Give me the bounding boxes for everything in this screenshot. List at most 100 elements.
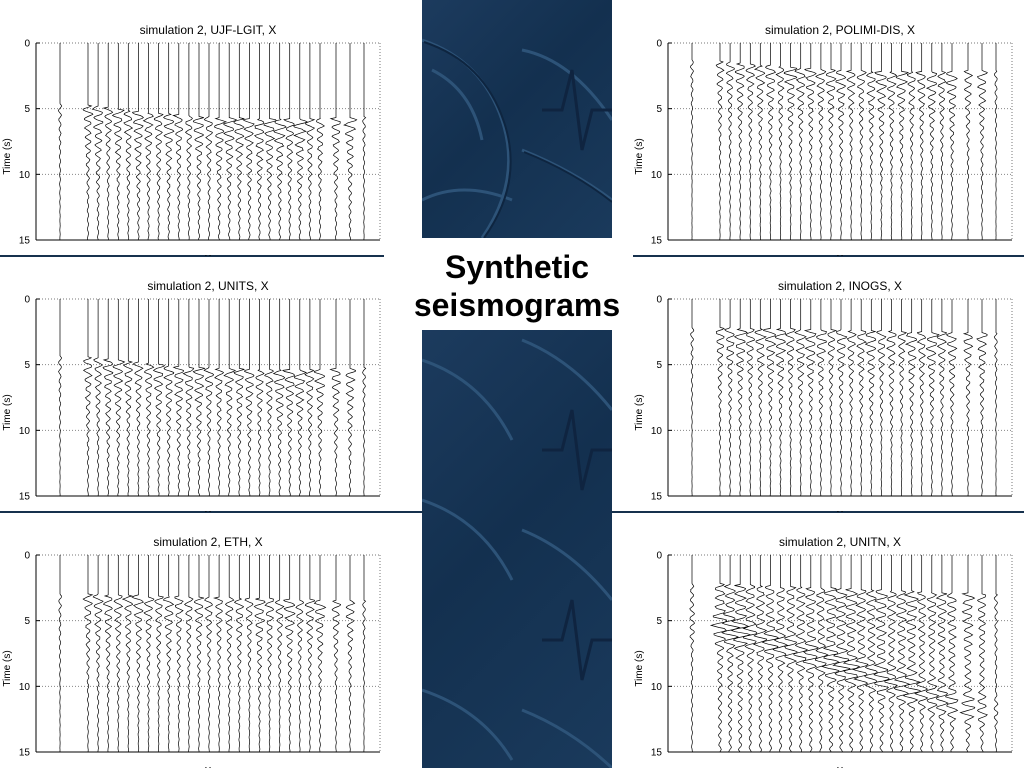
seismogram-chart: simulation 2, UNITS, X 0 5 10 15 Time (s) X	[2, 279, 381, 512]
seismogram-trace	[886, 299, 897, 496]
seismogram-trace	[224, 555, 235, 752]
x-axis-label: X	[837, 766, 844, 768]
y-axis-label: Time (s)	[2, 394, 13, 430]
seismogram-trace	[144, 299, 155, 496]
chart-title: simulation 2, UNITS, X	[147, 279, 268, 293]
seismogram-trace	[976, 299, 988, 496]
seismogram-trace	[873, 555, 890, 752]
y-axis-label: Time (s)	[2, 138, 13, 174]
seismogram-trace	[122, 299, 134, 496]
seismogram-chart: simulation 2, INOGS, X 0 5 10 15 Time (s) X	[634, 279, 1013, 512]
seismogram-trace	[222, 43, 237, 240]
x-axis-label: X	[205, 254, 212, 256]
seismogram-trace	[132, 299, 144, 496]
seismogram-trace	[816, 299, 827, 496]
seismogram-trace	[709, 555, 728, 752]
seismogram-trace	[945, 555, 959, 752]
chart-panel-unitn: simulation 2, UNITN, X 0 5 10 15 Time (s) X	[632, 512, 1024, 768]
seismograph-emblem-icon	[422, 38, 612, 238]
seismogram-trace	[815, 43, 827, 240]
seismogram-trace	[282, 555, 296, 752]
seismogram-trace	[783, 43, 798, 240]
seismogram-trace	[58, 555, 62, 752]
seismogram-trace	[242, 43, 255, 240]
seismogram-trace	[192, 43, 204, 240]
seismogram-trace	[976, 555, 988, 752]
seismogram-trace	[962, 299, 974, 496]
seismogram-chart: simulation 2, ETH, X 0 5 10 15 Time (s) X	[2, 535, 381, 768]
seismogram-trace	[111, 43, 125, 240]
y-axis-label: Time (s)	[634, 394, 645, 430]
seismogram-trace	[842, 555, 861, 752]
seismogram-trace	[345, 299, 356, 496]
seismogram-trace	[914, 555, 929, 752]
y-tick-label: 0	[24, 551, 30, 562]
seismogram-trace	[734, 43, 745, 240]
seismogram-trace	[772, 555, 789, 752]
seismogram-trace	[283, 43, 295, 240]
seismogram-trace	[329, 299, 341, 496]
seismogram-trace	[803, 299, 817, 496]
seismogram-trace	[281, 299, 295, 496]
seismogram-trace	[213, 555, 223, 752]
chart-panel-eth: simulation 2, ETH, X 0 5 10 15 Time (s) X	[0, 512, 400, 768]
seismogram-trace	[783, 555, 798, 752]
seismogram-trace	[935, 555, 949, 752]
seismogram-trace	[993, 555, 999, 752]
seismogram-trace	[876, 299, 887, 496]
x-axis-label: X	[837, 254, 844, 256]
seismogram-trace	[902, 555, 922, 752]
seismogram-trace	[102, 43, 114, 240]
seismogram-trace	[774, 299, 787, 496]
y-tick-label: 0	[24, 39, 30, 50]
seismogram-trace	[103, 555, 113, 752]
seismogram-trace	[255, 299, 265, 496]
seismogram-trace	[82, 555, 94, 752]
seismogram-trace	[182, 299, 195, 496]
decorative-panel-top	[422, 0, 612, 238]
seismogram-trace	[866, 43, 876, 240]
seismogram-trace	[295, 555, 304, 752]
seismogram-trace	[874, 43, 888, 240]
seismogram-trace	[690, 43, 694, 240]
seismogram-trace	[864, 299, 877, 496]
y-tick-label: 5	[656, 104, 662, 115]
seismogram-trace	[274, 555, 285, 752]
seismogram-trace	[143, 555, 155, 752]
seismogram-trace	[784, 299, 796, 496]
seismogram-chart: simulation 2, UJF-LGIT, X 0 5 10 15 Time (s) X	[2, 23, 381, 256]
seismogram-trace	[82, 299, 93, 496]
seismogram-trace	[244, 555, 254, 752]
y-tick-label: 10	[651, 170, 663, 181]
seismogram-trace	[893, 555, 911, 752]
chart-panel-units: simulation 2, UNITS, X 0 5 10 15 Time (s) X	[0, 256, 400, 512]
seismogram-trace	[993, 299, 998, 496]
seismogram-trace	[745, 43, 756, 240]
seismogram-trace	[313, 555, 327, 752]
y-tick-label: 5	[656, 360, 662, 371]
seismogram-trace	[214, 299, 225, 496]
chart-title: simulation 2, UNITN, X	[779, 535, 901, 549]
y-axis-label: Time (s)	[2, 650, 13, 686]
seismogram-trace	[131, 555, 144, 752]
seismogram-trace	[715, 43, 725, 240]
seismogram-trace	[304, 43, 316, 240]
seismogram-trace	[82, 43, 94, 240]
y-tick-label: 5	[656, 616, 662, 627]
seismogram-trace	[163, 555, 175, 752]
seismogram-trace	[886, 43, 898, 240]
seismogram-trace	[172, 43, 184, 240]
seismogram-trace	[730, 555, 752, 752]
seismogram-trace	[963, 43, 974, 240]
seismogram-trace	[254, 43, 265, 240]
seismogram-trace	[733, 299, 748, 496]
seismogram-trace	[835, 299, 848, 496]
chart-panel-polimi-dis: simulation 2, POLIMI-DIS, X 0 5 10 15 Time (s…	[632, 0, 1024, 256]
seismogram-trace	[163, 43, 175, 240]
seismogram-trace	[993, 43, 998, 240]
slide-title: Synthetic seismograms	[413, 249, 621, 323]
seismogram-trace	[690, 299, 695, 496]
seismogram-trace	[102, 299, 114, 496]
seismogram-trace	[689, 555, 695, 752]
seismogram-trace	[851, 555, 869, 752]
